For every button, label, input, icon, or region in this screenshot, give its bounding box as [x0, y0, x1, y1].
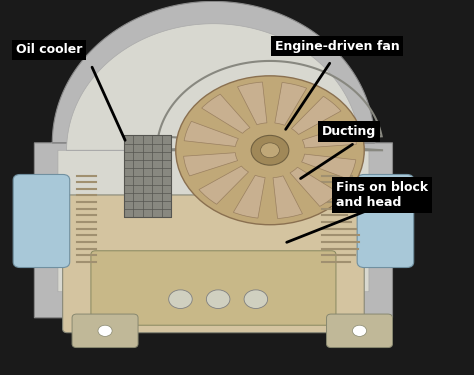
Wedge shape	[273, 176, 302, 219]
FancyBboxPatch shape	[13, 174, 70, 267]
Wedge shape	[301, 154, 356, 179]
Polygon shape	[58, 24, 369, 292]
FancyBboxPatch shape	[72, 314, 138, 348]
Text: Ducting: Ducting	[322, 125, 376, 138]
Wedge shape	[233, 175, 265, 218]
Wedge shape	[302, 124, 356, 148]
Circle shape	[251, 135, 289, 165]
Circle shape	[244, 290, 268, 309]
Wedge shape	[290, 167, 338, 206]
Circle shape	[261, 143, 279, 158]
Text: Oil cooler: Oil cooler	[16, 43, 82, 56]
Text: Engine-driven fan: Engine-driven fan	[275, 39, 400, 53]
FancyBboxPatch shape	[91, 251, 336, 325]
Wedge shape	[275, 82, 307, 125]
Wedge shape	[237, 82, 267, 125]
FancyBboxPatch shape	[63, 195, 364, 333]
FancyBboxPatch shape	[327, 314, 392, 348]
Circle shape	[206, 290, 230, 309]
Circle shape	[169, 290, 192, 309]
Bar	[124, 135, 171, 217]
Circle shape	[176, 76, 364, 225]
Wedge shape	[201, 94, 250, 134]
Wedge shape	[184, 122, 238, 147]
Circle shape	[353, 325, 366, 336]
Wedge shape	[292, 96, 341, 135]
Text: Fins on block
and head: Fins on block and head	[336, 181, 428, 209]
Circle shape	[98, 325, 112, 336]
Wedge shape	[199, 166, 248, 204]
Polygon shape	[35, 2, 392, 318]
FancyBboxPatch shape	[357, 174, 414, 267]
Wedge shape	[183, 153, 237, 176]
